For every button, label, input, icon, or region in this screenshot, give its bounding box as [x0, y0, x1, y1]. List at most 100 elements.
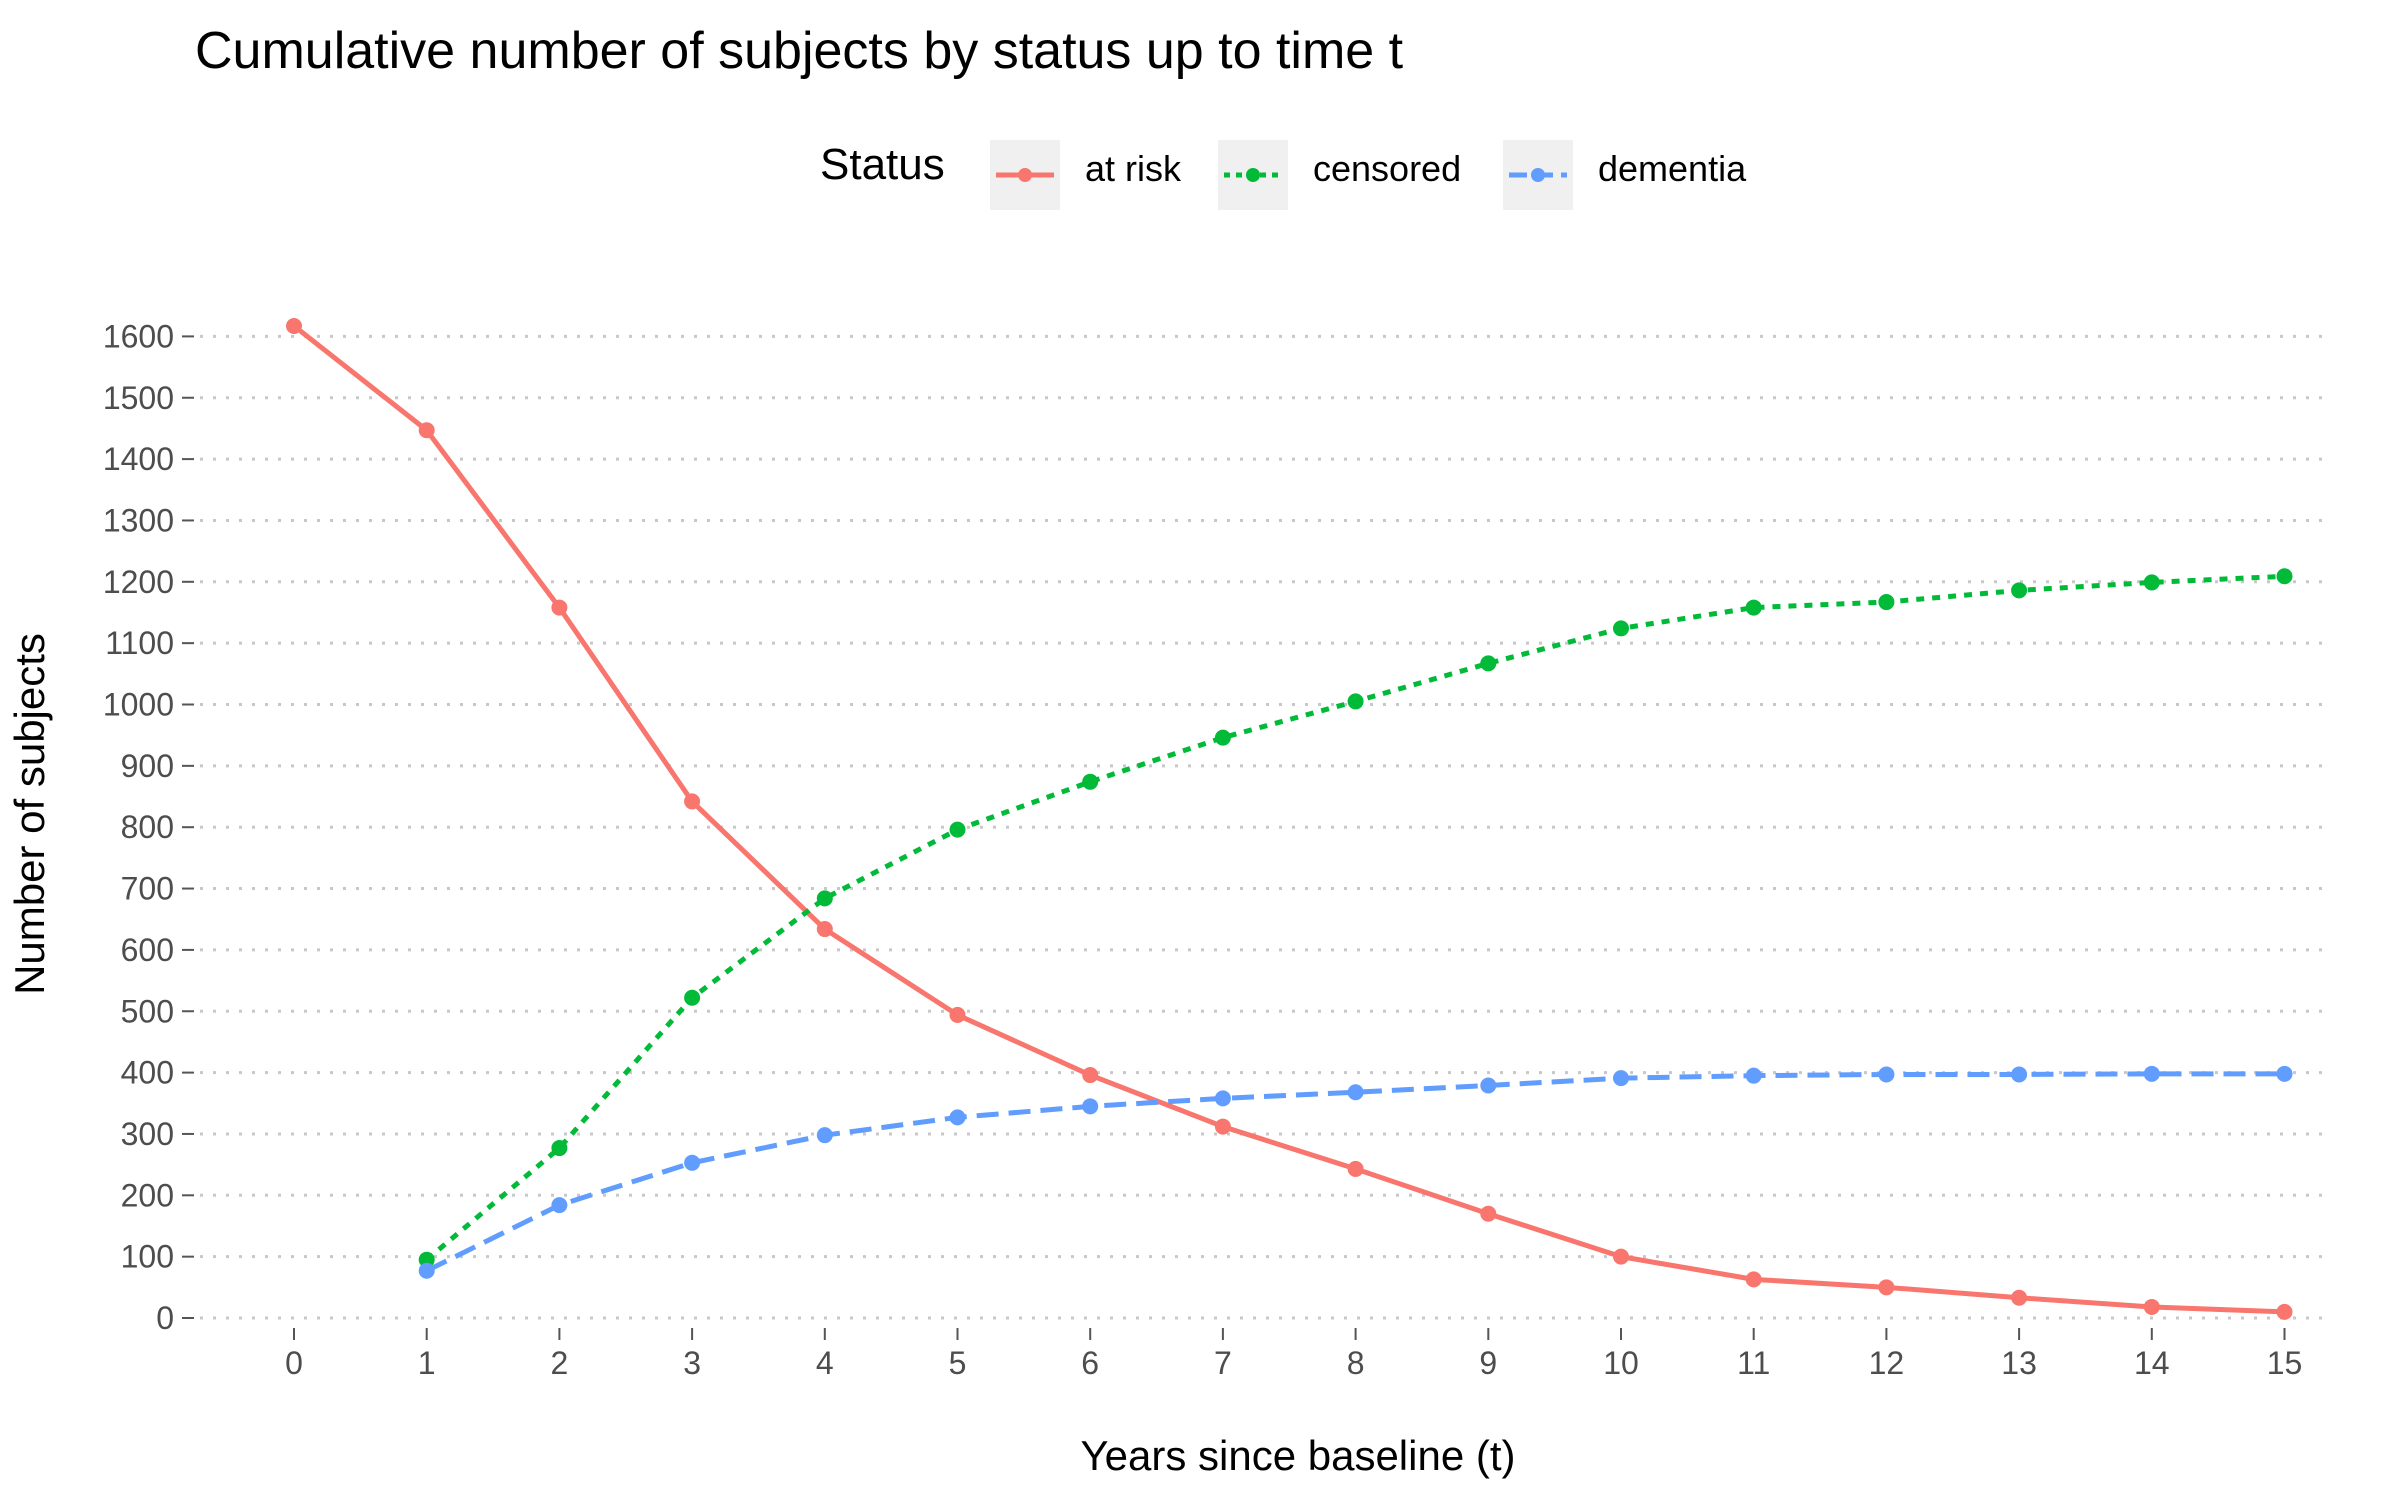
point-dementia-9: [1480, 1077, 1497, 1094]
point-at-risk-0: [286, 317, 302, 334]
y-tick-label-1500: 1500: [103, 380, 174, 416]
y-tick-label-200: 200: [121, 1177, 174, 1213]
x-tick-label-1: 1: [418, 1345, 436, 1381]
legend-swatch-dementia: [1509, 168, 1567, 182]
y-tick-label-500: 500: [121, 993, 174, 1029]
point-dementia-6: [1082, 1098, 1099, 1115]
legend-key-dementia: [1503, 140, 1573, 210]
y-tick-label-800: 800: [121, 809, 174, 845]
point-dementia-14: [2143, 1065, 2160, 1082]
x-tick-label-3: 3: [683, 1345, 701, 1381]
y-tick-label-700: 700: [121, 871, 174, 907]
point-censored-4: [816, 890, 833, 907]
point-dementia-8: [1347, 1084, 1364, 1101]
x-tick-label-11: 11: [1737, 1345, 1770, 1381]
legend-swatch-censored: [1224, 168, 1282, 182]
point-at-risk-15: [2276, 1303, 2293, 1320]
gridlines: [200, 334, 2330, 1320]
point-censored-12: [1878, 594, 1895, 611]
x-tick-label-13: 13: [2001, 1345, 2037, 1381]
point-censored-7: [1214, 729, 1231, 746]
legend-key-at-risk: [990, 140, 1060, 210]
y-tick-label-900: 900: [121, 748, 174, 784]
y-tick-label-400: 400: [121, 1055, 174, 1091]
x-tick-label-14: 14: [2134, 1345, 2170, 1381]
x-tick-label-9: 9: [1479, 1345, 1497, 1381]
y-tick-label-1600: 1600: [103, 318, 174, 354]
point-dementia-10: [1613, 1070, 1629, 1087]
x-tick-label-0: 0: [285, 1345, 303, 1381]
point-at-risk-3: [684, 793, 701, 810]
y-tick-label-0: 0: [156, 1300, 174, 1336]
legend-key-censored: [1218, 140, 1288, 210]
y-tick-label-1300: 1300: [103, 502, 174, 538]
point-at-risk-13: [2011, 1289, 2028, 1306]
y-tick-label-1200: 1200: [103, 564, 174, 600]
point-at-risk-8: [1347, 1160, 1364, 1177]
point-dementia-1: [418, 1262, 435, 1279]
x-tick-label-5: 5: [949, 1345, 967, 1381]
point-dementia-5: [949, 1109, 966, 1126]
point-censored-2: [551, 1140, 568, 1157]
point-at-risk-6: [1082, 1067, 1099, 1084]
series-line-at-risk: [292, 324, 2285, 1315]
point-censored-11: [1745, 599, 1762, 616]
point-at-risk-10: [1613, 1248, 1629, 1265]
point-censored-13: [2011, 582, 2028, 599]
y-tick-label-1100: 1100: [105, 625, 174, 661]
point-dementia-2: [551, 1197, 568, 1214]
point-at-risk-11: [1745, 1271, 1762, 1288]
point-censored-5: [949, 821, 966, 838]
point-censored-15: [2276, 568, 2293, 585]
point-dementia-3: [684, 1154, 701, 1171]
legend-swatch-at-risk: [996, 168, 1054, 182]
point-censored-3: [684, 989, 701, 1006]
x-axis-title: Years since baseline (t): [1080, 1432, 1515, 1479]
point-dementia-4: [816, 1127, 833, 1144]
y-tick-label-1400: 1400: [103, 441, 174, 477]
point-censored-14: [2143, 574, 2160, 591]
chart-title: Cumulative number of subjects by status …: [195, 22, 1404, 80]
y-axis-title: Number of subjects: [6, 633, 53, 995]
point-dementia-15: [2276, 1065, 2293, 1082]
point-dementia-13: [2011, 1066, 2028, 1083]
y-tick-label-100: 100: [121, 1239, 174, 1275]
x-tick-label-2: 2: [551, 1345, 569, 1381]
legend-title: Status: [820, 140, 945, 189]
point-censored-9: [1480, 655, 1497, 672]
point-censored-6: [1082, 773, 1099, 790]
y-tick-label-600: 600: [121, 932, 174, 968]
x-tick-label-12: 12: [1869, 1345, 1905, 1381]
x-axis-ticks: 0 1 2 3 4 5 6 7 8 9 10 11 12 13 14 15: [285, 1328, 2302, 1381]
x-tick-label-4: 4: [816, 1345, 834, 1381]
point-at-risk-7: [1214, 1118, 1231, 1135]
legend-label-censored: censored: [1313, 148, 1462, 189]
point-at-risk-14: [2143, 1298, 2160, 1315]
point-at-risk-5: [949, 1006, 966, 1023]
legend-label-at-risk: at risk: [1085, 148, 1182, 189]
y-axis-ticks: 0 100 200 300 400 500 600 700 800 900 1000 1100 1200…: [103, 318, 194, 1336]
point-at-risk-9: [1480, 1205, 1497, 1222]
point-at-risk-4: [816, 921, 833, 938]
legend: Status at risk censored dementia: [0, 130, 2400, 210]
point-dementia-7: [1214, 1090, 1231, 1107]
x-tick-label-7: 7: [1214, 1345, 1232, 1381]
series-line-censored: [425, 573, 2285, 1262]
x-tick-label-15: 15: [2267, 1345, 2303, 1381]
legend-label-dementia: dementia: [1598, 148, 1747, 189]
point-at-risk-2: [551, 599, 568, 616]
point-dementia-11: [1745, 1067, 1762, 1084]
point-at-risk-1: [418, 422, 435, 439]
x-tick-label-8: 8: [1347, 1345, 1365, 1381]
point-censored-8: [1347, 693, 1364, 710]
point-dementia-12: [1878, 1066, 1895, 1083]
series-line-dementia: [425, 1071, 2285, 1274]
point-censored-1: [418, 1251, 435, 1268]
x-tick-label-10: 10: [1603, 1345, 1639, 1381]
y-tick-label-1000: 1000: [103, 687, 174, 723]
point-censored-10: [1613, 620, 1629, 637]
series-layer: [286, 317, 2293, 1320]
y-tick-label-300: 300: [121, 1116, 174, 1152]
point-at-risk-12: [1878, 1279, 1895, 1296]
